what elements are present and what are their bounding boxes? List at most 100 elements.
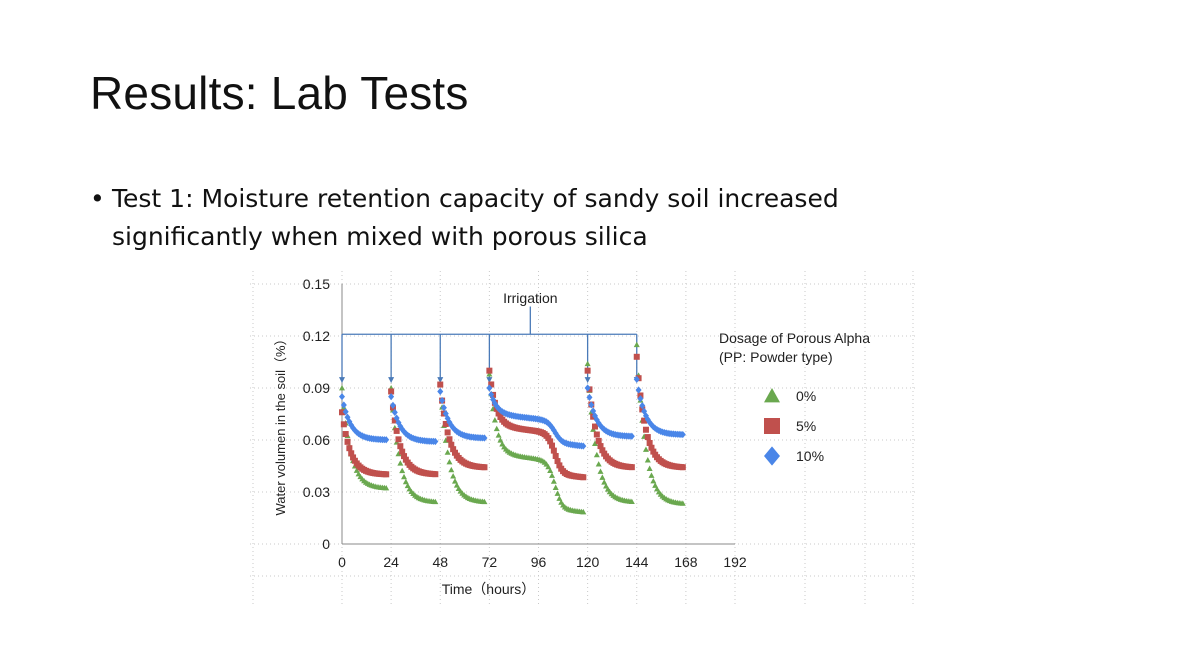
legend-label: 10% (796, 448, 824, 464)
legend-marker-5pct (764, 418, 780, 434)
x-tick-label: 120 (576, 554, 600, 570)
x-tick-label: 0 (338, 554, 346, 570)
data-point-5pct (344, 438, 351, 445)
data-point-0pct (486, 371, 493, 377)
bullet-point: • Test 1: Moisture retention capacity of… (90, 180, 970, 256)
data-point-0pct (402, 478, 409, 485)
data-point-10pct (432, 437, 439, 446)
legend-title-line: (PP: Powder type) (719, 349, 833, 365)
x-tick-label: 192 (723, 554, 747, 570)
data-point-0pct (554, 490, 561, 496)
data-point-5pct (554, 458, 561, 465)
data-point-0pct (395, 450, 402, 457)
x-tick-label: 72 (482, 554, 498, 570)
data-point-10pct (679, 430, 686, 439)
data-point-0pct (497, 437, 504, 443)
data-point-10pct (545, 419, 552, 427)
data-point-0pct (580, 508, 587, 515)
y-tick-label: 0.12 (303, 328, 330, 344)
data-point-10pct (646, 418, 653, 427)
y-axis-title: Water volumen in the soil（%） (273, 332, 288, 515)
data-point-0pct (399, 467, 406, 474)
data-point-0pct (642, 446, 649, 452)
x-tick-label: 48 (432, 554, 448, 570)
data-point-5pct (388, 388, 395, 395)
data-point-5pct (599, 447, 606, 454)
legend-marker-0pct (764, 388, 780, 403)
data-point-10pct (584, 384, 591, 392)
irrigation-arrowhead (388, 377, 395, 384)
data-point-0pct (547, 467, 554, 474)
data-point-0pct (593, 451, 600, 458)
x-axis-title: Time（hours） (442, 581, 536, 597)
data-point-0pct (591, 440, 598, 446)
data-point-5pct (442, 420, 449, 427)
data-point-0pct (383, 484, 390, 491)
data-point-0pct (552, 484, 559, 490)
data-point-0pct (628, 498, 635, 504)
data-point-10pct (635, 386, 642, 394)
data-point-10pct (586, 393, 593, 401)
y-tick-label: 0.09 (303, 380, 330, 396)
data-point-0pct (495, 432, 502, 438)
irrigation-arrowhead (486, 377, 493, 384)
data-point-0pct (353, 467, 360, 473)
data-point-5pct (448, 441, 455, 448)
data-point-0pct (650, 477, 657, 484)
data-point-5pct (545, 435, 552, 442)
data-point-10pct (437, 387, 444, 396)
data-point-5pct (340, 421, 347, 428)
slide-title: Results: Lab Tests (90, 67, 469, 119)
data-point-5pct (628, 464, 635, 471)
data-point-0pct (550, 478, 557, 484)
data-point-0pct (446, 459, 453, 465)
data-point-5pct (446, 436, 453, 443)
data-point-0pct (397, 460, 404, 466)
data-point-0pct (601, 479, 608, 485)
y-tick-label: 0.03 (303, 484, 330, 500)
data-point-0pct (679, 500, 686, 506)
data-point-5pct (642, 426, 649, 433)
data-point-5pct (383, 471, 390, 478)
data-point-5pct (593, 431, 600, 438)
data-point-0pct (599, 474, 606, 480)
data-point-10pct (588, 401, 595, 409)
data-point-10pct (641, 407, 648, 415)
data-point-0pct (448, 466, 455, 473)
data-point-5pct (633, 353, 640, 360)
data-point-5pct (644, 434, 651, 441)
data-point-0pct (644, 457, 651, 463)
data-point-0pct (401, 473, 408, 480)
y-tick-label: 0.06 (303, 432, 330, 448)
data-point-10pct (554, 432, 561, 440)
bullet-dot: • (90, 184, 105, 213)
data-point-10pct (650, 423, 657, 431)
data-point-5pct (348, 450, 355, 457)
data-point-5pct (584, 367, 591, 374)
data-point-10pct (580, 442, 587, 450)
data-point-10pct (550, 426, 557, 434)
data-point-5pct (397, 443, 404, 450)
data-point-0pct (549, 472, 556, 478)
data-point-5pct (550, 447, 557, 454)
data-point-5pct (650, 448, 657, 455)
legend-marker-10pct (764, 446, 780, 466)
data-point-5pct (339, 409, 345, 416)
x-tick-label: 168 (674, 554, 698, 570)
data-point-0pct (584, 360, 591, 367)
legend-title-line: Dosage of Porous Alpha (719, 330, 870, 346)
data-point-0pct (652, 482, 659, 488)
data-point-10pct (628, 432, 635, 440)
data-point-0pct (339, 385, 345, 391)
data-point-0pct (444, 449, 451, 455)
x-tick-label: 144 (625, 554, 649, 570)
data-point-5pct (488, 381, 495, 388)
data-point-5pct (556, 462, 563, 469)
bullet-text: Test 1: Moisture retention capacity of s… (112, 184, 839, 251)
irrigation-label: Irrigation (503, 290, 557, 306)
data-point-5pct (648, 444, 655, 451)
data-point-10pct (590, 407, 597, 415)
data-point-5pct (552, 452, 559, 459)
data-point-10pct (444, 414, 451, 423)
data-point-5pct (595, 437, 602, 444)
